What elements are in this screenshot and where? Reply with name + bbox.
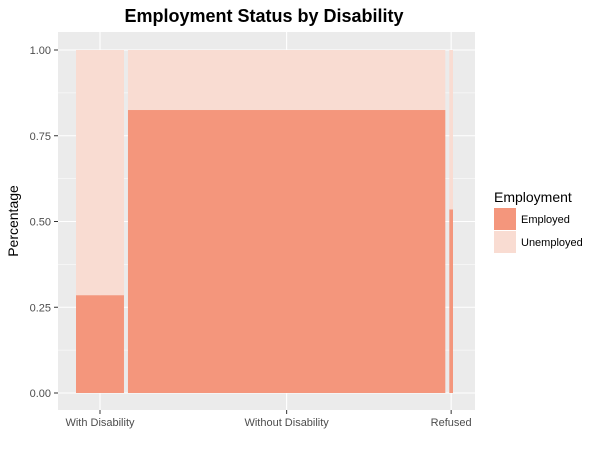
tile-unemployed: [127, 50, 446, 111]
legend-swatch-employed: [494, 208, 516, 230]
mosaic-tiles: [76, 50, 453, 394]
legend-swatch-unemployed: [494, 231, 516, 253]
y-tick-label: 0.75: [30, 131, 51, 143]
chart-title: Employment Status by Disability: [124, 6, 403, 26]
x-tick-label: Without Disability: [244, 417, 329, 429]
tile-employed: [449, 209, 453, 393]
x-tick-label: Refused: [431, 417, 472, 429]
x-tick-label: With Disability: [65, 417, 135, 429]
y-tick-label: 1.00: [30, 45, 51, 57]
y-tick-label: 0.50: [30, 217, 51, 229]
legend: Employment Employed Unemployed: [494, 189, 583, 253]
y-tick-label: 0.25: [30, 302, 51, 314]
y-axis: 0.00 0.25 0.50 0.75 1.00: [30, 45, 58, 400]
y-tick-label: 0.00: [30, 388, 51, 400]
tile-unemployed: [76, 50, 124, 296]
y-axis-title: Percentage: [5, 185, 21, 257]
tile-employed: [127, 110, 446, 394]
tile-unemployed: [449, 50, 453, 210]
legend-title: Employment: [494, 189, 572, 205]
legend-label-employed: Employed: [521, 214, 570, 226]
legend-label-unemployed: Unemployed: [521, 237, 583, 249]
x-axis: With Disability Without Disability Refused: [65, 410, 472, 429]
tile-employed: [76, 295, 124, 393]
